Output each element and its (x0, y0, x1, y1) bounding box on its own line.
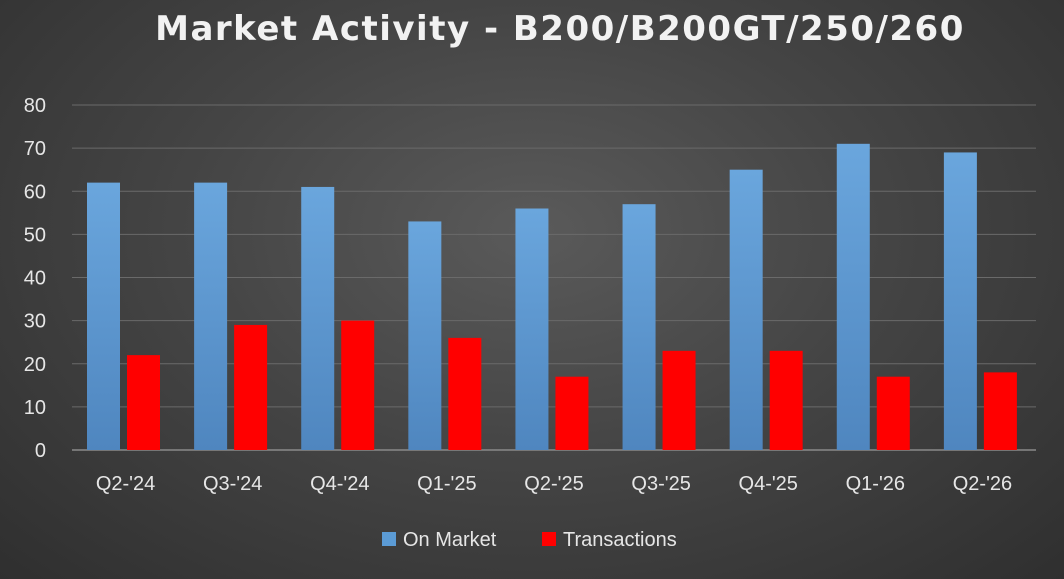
x-tick-label: Q1-'25 (417, 473, 476, 495)
bars (87, 143, 1017, 450)
bar-on-market (515, 208, 549, 450)
y-tick-label: 50 (24, 224, 46, 246)
y-tick-label: 0 (35, 440, 46, 462)
legend-swatch (542, 532, 556, 546)
chart-title: Market Activity - B200/B200GT/250/260 (155, 9, 965, 49)
legend-swatch (382, 532, 396, 546)
y-axis: 0 10 20 30 40 50 60 70 80 (24, 95, 46, 462)
legend-label: On Market (403, 529, 497, 551)
x-tick-label: Q3-'24 (203, 473, 262, 495)
y-tick-label: 80 (24, 95, 46, 117)
y-tick-label: 70 (24, 138, 46, 160)
bar-transactions (555, 376, 589, 450)
y-tick-label: 60 (24, 181, 46, 203)
x-tick-label: Q1-'26 (846, 473, 905, 495)
bar-on-market (194, 182, 228, 450)
legend-label: Transactions (563, 529, 677, 551)
bar-transactions (876, 376, 910, 450)
bar-on-market (622, 204, 656, 450)
y-tick-label: 20 (24, 354, 46, 376)
y-tick-label: 30 (24, 311, 46, 333)
x-tick-label: Q2-'26 (953, 473, 1012, 495)
y-tick-label: 40 (24, 268, 46, 290)
x-axis: Q2-'24 Q3-'24 Q4-'24 Q1-'25 Q2-'25 Q3-'25 Q4-'… (96, 473, 1012, 495)
bar-on-market (408, 221, 442, 450)
x-tick-label: Q4-'24 (310, 473, 369, 495)
bar-transactions (983, 372, 1017, 450)
bar-transactions (127, 355, 160, 450)
y-tick-label: 10 (24, 397, 46, 419)
bar-transactions (448, 337, 482, 450)
bar-on-market (87, 182, 120, 450)
x-tick-label: Q3-'25 (631, 473, 690, 495)
bar-on-market (836, 143, 870, 450)
x-tick-label: Q4-'25 (739, 473, 798, 495)
bar-transactions (769, 350, 803, 450)
legend: On Market Transactions (382, 529, 677, 551)
bar-on-market (729, 169, 763, 450)
bar-on-market (301, 186, 335, 450)
gridlines (72, 104, 1036, 451)
x-tick-label: Q2-'25 (524, 473, 583, 495)
bar-transactions (234, 324, 268, 450)
bar-on-market (943, 152, 977, 450)
x-tick-label: Q2-'24 (96, 473, 155, 495)
bar-transactions (341, 320, 375, 450)
bar-transactions (662, 350, 696, 450)
